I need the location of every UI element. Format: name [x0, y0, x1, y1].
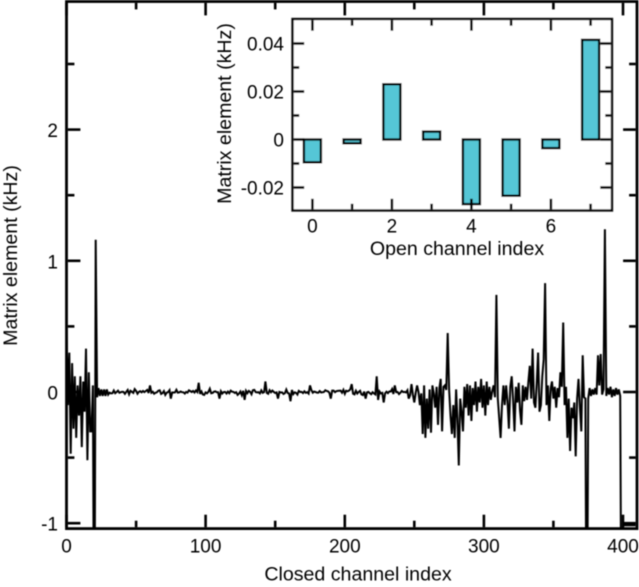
svg-text:Closed channel index: Closed channel index	[264, 564, 452, 583]
svg-text:0.04: 0.04	[247, 35, 284, 56]
svg-text:-0.02: -0.02	[241, 179, 284, 200]
svg-text:0: 0	[273, 131, 284, 152]
svg-text:0: 0	[47, 384, 58, 405]
svg-text:Open channel index: Open channel index	[370, 238, 544, 260]
svg-text:Matrix element (kHz): Matrix element (kHz)	[0, 165, 22, 346]
svg-text:1: 1	[47, 252, 58, 273]
svg-text:Matrix element (kHz): Matrix element (kHz)	[214, 23, 236, 204]
svg-text:6: 6	[546, 217, 557, 238]
svg-text:200: 200	[329, 537, 361, 558]
svg-text:0: 0	[61, 537, 72, 558]
svg-text:300: 300	[468, 537, 500, 558]
svg-text:-1: -1	[41, 515, 58, 536]
svg-text:0.02: 0.02	[247, 83, 284, 104]
svg-text:2: 2	[387, 217, 398, 238]
svg-text:0: 0	[307, 217, 318, 238]
svg-text:2: 2	[47, 121, 58, 142]
svg-text:4: 4	[466, 217, 477, 238]
svg-text:400: 400	[607, 537, 639, 558]
svg-text:100: 100	[190, 537, 222, 558]
